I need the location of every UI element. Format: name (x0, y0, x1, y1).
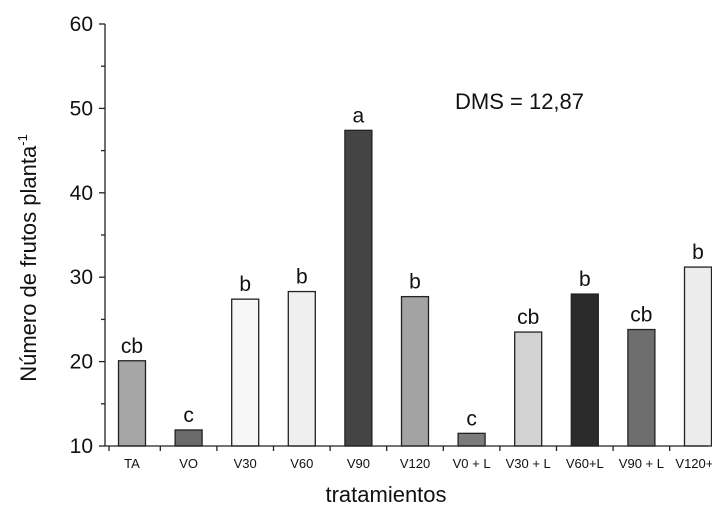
bar-vo (174, 429, 203, 447)
x-axis-title: tratamientos (325, 482, 446, 507)
y-axis-title-superscript: -1 (15, 134, 30, 146)
bar-v120 (400, 295, 430, 447)
significance-label: cb (630, 304, 652, 327)
significance-label: b (296, 266, 308, 289)
dms-annotation: DMS = 12,87 (455, 89, 584, 114)
x-tick-label: TA (124, 456, 140, 471)
x-tick-label: V90 (347, 456, 370, 471)
significance-label: c (466, 407, 477, 430)
x-axis-ticks: TA VO V30 V60 V90 V120 V0 + L V30 + L V60+L V90 +… (108, 446, 712, 471)
bar-v90-l (627, 328, 656, 447)
y-axis-title: Número de frutos planta-1 (15, 134, 41, 382)
x-tick-label: V30 + L (506, 456, 551, 471)
x-tick-label: V60+L (566, 456, 604, 471)
significance-label: a (353, 104, 365, 127)
bar-ta (117, 360, 147, 447)
bar-v90 (344, 129, 373, 447)
x-tick-label: V60 (290, 456, 313, 471)
bar-v60 (287, 290, 316, 447)
bar-v30-l (514, 331, 543, 447)
x-tick-label: VO (179, 456, 198, 471)
y-tick-label: 60 (70, 13, 93, 36)
y-axis-title-main: Número de frutos planta (16, 145, 41, 382)
x-tick-label: V120+L (675, 456, 712, 471)
y-tick-label: 40 (70, 182, 93, 205)
significance-label: b (239, 273, 251, 296)
significance-label: cb (517, 306, 539, 329)
significance-label: c (183, 404, 194, 427)
x-tick-label: V0 + L (453, 456, 491, 471)
x-tick-label: V30 (234, 456, 257, 471)
y-tick-label: 50 (70, 97, 93, 120)
y-tick-label: 30 (70, 266, 93, 289)
y-tick-label: 20 (70, 351, 93, 374)
bar-v60-l (570, 293, 599, 447)
bar-v0-l (457, 432, 486, 447)
x-tick-label: V120 (400, 456, 430, 471)
y-tick-label: 10 (70, 435, 93, 458)
y-axis-ticks: 10 20 30 40 50 60 (70, 13, 105, 458)
significance-label: b (409, 271, 421, 294)
significance-label: cb (121, 335, 143, 358)
x-tick-label: V90 + L (619, 456, 664, 471)
significance-label: b (579, 268, 591, 291)
bar-v120-l (683, 266, 712, 447)
bar-v30 (231, 298, 260, 447)
significance-label: b (692, 241, 704, 264)
